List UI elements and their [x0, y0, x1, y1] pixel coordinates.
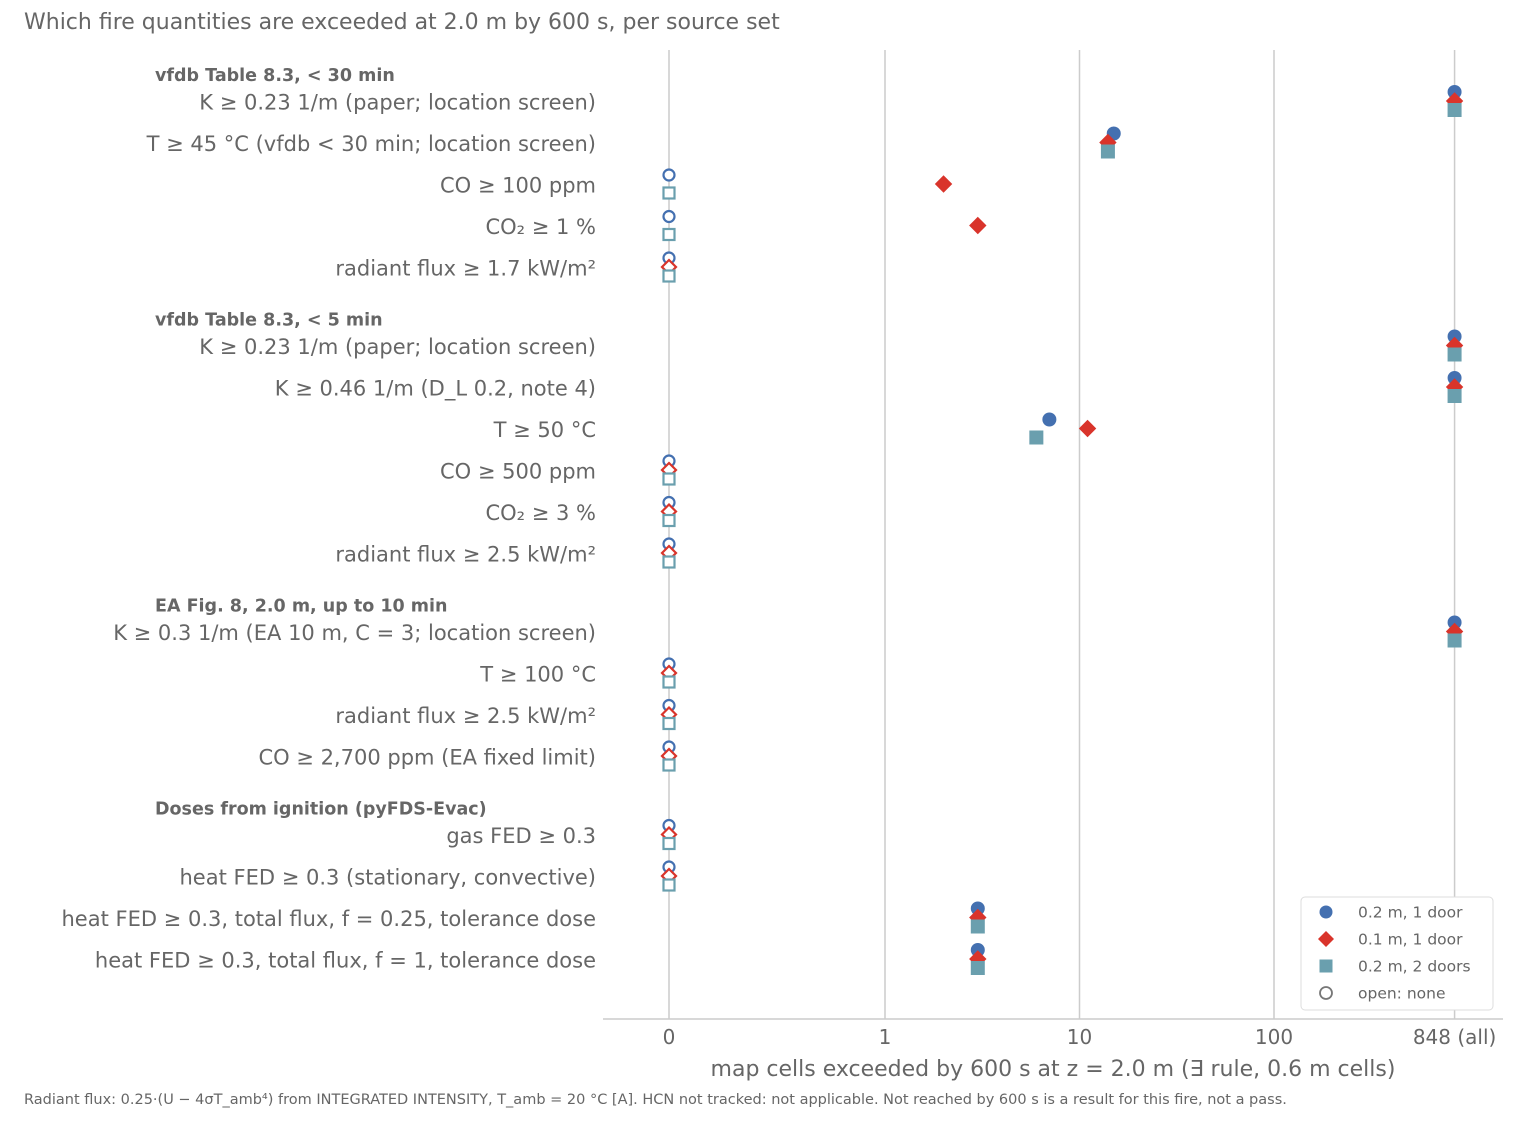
data-point-square [1447, 633, 1462, 648]
open-marker-square [662, 227, 676, 242]
data-point-square [1447, 347, 1462, 362]
row-label: K ≥ 0.23 1/m (paper; location screen) [199, 91, 596, 115]
open-marker-square [662, 836, 676, 851]
open-marker-square [662, 186, 676, 200]
row-label: gas FED ≥ 0.3 [446, 824, 596, 848]
x-tick-label: 100 [1255, 1025, 1293, 1049]
group-label: EA Fig. 8, 2.0 m, up to 10 min [155, 597, 448, 617]
row-label: heat FED ≥ 0.3, total flux, f = 0.25, to… [61, 907, 596, 931]
open-marker-square [662, 878, 676, 892]
row-label: T ≥ 45 °C (vfdb < 30 min; location scree… [146, 132, 596, 156]
legend-label: 0.1 m, 1 door [1358, 931, 1463, 949]
legend-label: 0.2 m, 1 door [1358, 904, 1463, 922]
data-point-square [1447, 103, 1462, 117]
open-marker-square [662, 472, 676, 486]
data-point-square [1447, 389, 1462, 403]
row-label: CO ≥ 2,700 ppm (EA fixed limit) [258, 746, 596, 770]
data-marks [660, 85, 1464, 975]
open-marker-square [662, 269, 676, 283]
row-labels: vfdb Table 8.3, < 30 min K ≥ 0.23 1/m (pa… [61, 66, 596, 973]
legend-marker [1318, 931, 1334, 947]
group-label: Doses from ignition (pyFDS-Evac) [155, 800, 487, 820]
row-label: heat FED ≥ 0.3, total flux, f = 1, toler… [95, 949, 596, 973]
row-label: CO₂ ≥ 3 % [485, 501, 596, 525]
legend-frame [1300, 896, 1494, 1011]
data-point-square [970, 919, 985, 934]
row-label: CO ≥ 100 ppm [440, 174, 596, 198]
x-axis-ticks: 0 1 10 100 848 (all) [663, 1025, 1497, 1049]
row-label: CO ≥ 500 ppm [440, 460, 596, 484]
open-marker-square [662, 513, 676, 528]
row-label: heat FED ≥ 0.3 (stationary, convective) [180, 866, 597, 890]
row-label: K ≥ 0.46 1/m (D_L 0.2, note 4) [275, 377, 596, 402]
data-point-diamond [1078, 419, 1097, 438]
legend-label: 0.2 m, 2 doors [1358, 958, 1471, 976]
data-point-square [970, 961, 985, 975]
legend-label: open: none [1358, 985, 1446, 1003]
x-tick-label: 1 [879, 1025, 892, 1049]
data-point-circle [1042, 412, 1057, 427]
chart-title: Which fire quantities are exceeded at 2.… [24, 10, 780, 35]
open-marker-square [662, 716, 676, 731]
footnote: Radiant flux: 0.25·(U − 4σT_amb⁴) from I… [24, 1092, 1287, 1108]
row-label: K ≥ 0.3 1/m (EA 10 m, C = 3; location sc… [113, 621, 596, 645]
row-label: T ≥ 50 °C [493, 418, 596, 442]
legend-marker [1319, 986, 1333, 1000]
row-label: T ≥ 100 °C [479, 663, 596, 687]
x-axis-title: map cells exceeded by 600 s at z = 2.0 m… [711, 1057, 1396, 1082]
x-tick-label: 0 [663, 1025, 676, 1049]
data-point-square [1029, 430, 1044, 445]
row-label: CO₂ ≥ 1 % [485, 215, 596, 239]
row-label: radiant flux ≥ 1.7 kW/m² [335, 257, 596, 281]
x-tick-label: 848 (all) [1413, 1025, 1497, 1049]
row-label: radiant flux ≥ 2.5 kW/m² [335, 704, 596, 728]
open-marker-square [662, 555, 676, 569]
open-marker-circle [662, 168, 676, 182]
data-point-square [1100, 144, 1115, 159]
group-label: vfdb Table 8.3, < 30 min [155, 66, 395, 86]
legend: 0.2 m, 1 door 0.1 m, 1 door 0.2 m, 2 doors… [1300, 896, 1494, 1011]
row-label: K ≥ 0.23 1/m (paper; location screen) [199, 335, 596, 359]
data-point-diamond [934, 175, 953, 193]
data-point-diamond [969, 216, 987, 235]
open-marker-square [662, 758, 676, 772]
row-label: radiant flux ≥ 2.5 kW/m² [335, 543, 596, 567]
legend-marker [1319, 905, 1333, 919]
legend-marker [1319, 959, 1333, 973]
group-label: vfdb Table 8.3, < 5 min [155, 311, 383, 331]
open-marker-circle [662, 209, 676, 224]
open-marker-square [662, 675, 676, 689]
grid-lines [668, 50, 1456, 1019]
x-tick-label: 10 [1067, 1025, 1092, 1049]
